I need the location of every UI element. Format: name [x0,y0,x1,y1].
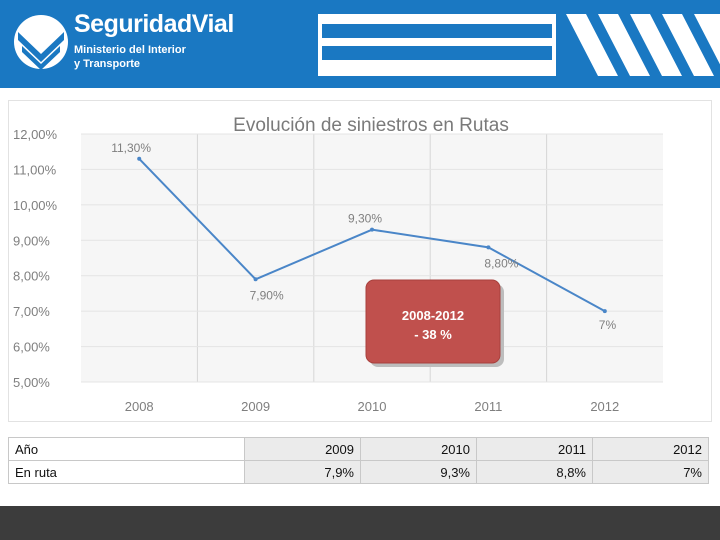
data-label: 9,30% [348,212,382,226]
y-tick-label: 12,00% [13,127,58,142]
y-tick-label: 7,00% [13,304,50,319]
data-point [486,245,491,250]
row-label: En ruta [8,460,245,484]
table-cell: 7,9% [244,460,361,484]
brand-name: SeguridadVial [74,10,234,38]
table-cell: 9,3% [360,460,477,484]
y-tick-label: 11,00% [13,162,57,177]
table-row: En ruta 7,9% 9,3% 8,8% 7% [8,460,709,484]
y-tick-label: 10,00% [13,198,58,213]
chart-panel: 12,00% 11,00% 10,00% 9,00% 8,00% 7,00% 6,00% 5,… [8,100,712,422]
x-tick-label: 2010 [358,399,387,414]
data-label: 8,80% [484,256,518,270]
callout-change: - 38 % [414,327,452,342]
callout-box [365,279,501,364]
data-point [602,309,607,314]
y-tick-label: 9,00% [13,233,50,248]
header-banner: SeguridadVial Ministerio del Interior y … [0,0,720,88]
callout-period: 2008-2012 [402,308,464,323]
x-tick-label: 2009 [241,399,270,414]
x-tick-label: 2012 [590,399,619,414]
data-label: 11,30% [111,141,151,155]
y-tick-label: 8,00% [13,269,50,284]
y-tick-label: 6,00% [13,340,50,355]
table-cell: 2012 [592,437,709,461]
y-tick-label: 5,00% [13,375,50,390]
row-label: Año [8,437,245,461]
chart-title: Evolución de siniestros en Rutas [233,115,509,136]
data-point [253,277,258,282]
x-tick-label: 2011 [474,399,502,414]
footer-bar [0,506,720,540]
data-label: 7,90% [250,288,284,302]
table-row: Año 2009 2010 2011 2012 [8,437,709,461]
table-cell: 2009 [244,437,361,461]
line-chart: 12,00% 11,00% 10,00% 9,00% 8,00% 7,00% 6,00% 5,… [13,115,663,414]
data-point [137,156,142,161]
ministry-line-2: y Transporte [74,58,141,70]
seguridad-vial-logo-icon [14,15,68,70]
x-tick-label: 2008 [125,399,154,414]
data-point [370,227,374,232]
table-cell: 2010 [360,437,477,461]
road-stripes-graphic [318,14,720,76]
ministry-line-1: Ministerio del Interior [74,44,186,56]
table-cell: 2011 [476,437,593,461]
data-table: Año 2009 2010 2011 2012 En ruta 7,9% 9,3… [8,437,709,484]
table-cell: 8,8% [476,460,593,484]
table-cell: 7% [592,460,709,484]
data-label: 7% [599,318,617,332]
